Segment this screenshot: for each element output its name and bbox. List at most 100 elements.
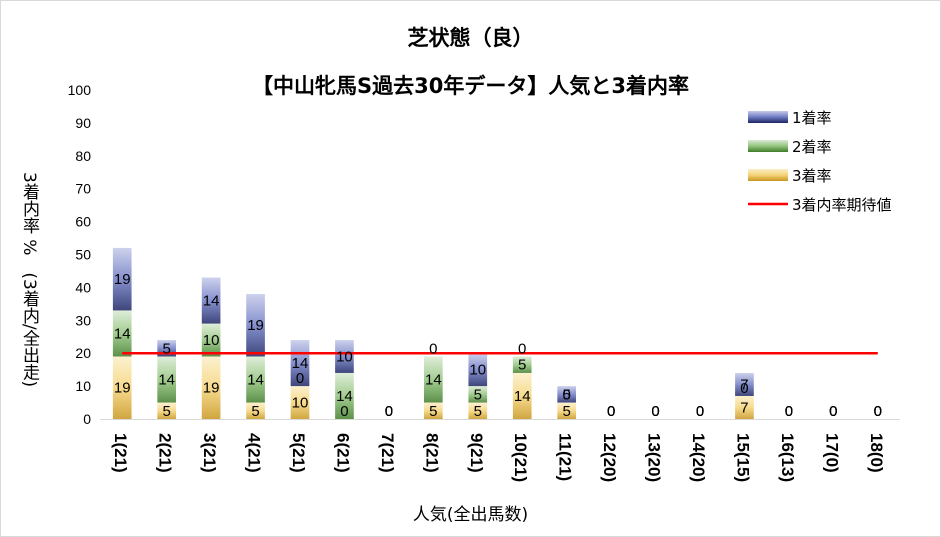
legend-label: 3着率	[792, 167, 832, 185]
x-tick-label: 7(21)	[378, 433, 397, 473]
data-label: 14	[292, 355, 309, 372]
bar-segment	[735, 372, 754, 396]
data-label: 19	[247, 317, 264, 334]
data-label: 0	[607, 403, 615, 420]
data-label: 5	[162, 403, 170, 420]
bar-segment	[335, 340, 354, 373]
data-label: 5	[562, 403, 570, 420]
y-tick-label: 20	[75, 345, 91, 361]
data-label: 19	[114, 271, 131, 288]
data-label: 0	[385, 403, 393, 420]
data-label: 10	[336, 348, 353, 365]
bar-segment	[468, 353, 488, 387]
data-label: 0	[651, 403, 659, 420]
bar-segment	[468, 402, 488, 419]
data-label: 0	[740, 380, 748, 397]
y-tick-label: 10	[75, 378, 91, 394]
data-label: 0	[829, 403, 837, 420]
y-tick-label: 40	[75, 279, 91, 295]
data-label: 10	[469, 362, 486, 379]
legend-label: 3着内率期待値	[792, 196, 892, 214]
x-tick-label: 8(21)	[422, 433, 441, 473]
y-tick-label: 100	[68, 82, 92, 98]
data-label: 14	[203, 293, 220, 310]
x-tick-label: 9(21)	[467, 433, 486, 473]
x-tick-label: 10(21)	[511, 433, 530, 482]
data-label: 0	[829, 403, 837, 420]
bar-segment	[201, 323, 221, 357]
data-label: 14	[514, 388, 531, 405]
data-label: 7	[740, 399, 748, 416]
bar-segment	[735, 395, 754, 419]
data-label: 19	[203, 380, 220, 397]
bar-segment	[201, 277, 221, 324]
data-label: 0	[429, 340, 437, 357]
y-tick-label: 70	[75, 181, 91, 197]
data-label: 5	[162, 340, 170, 357]
data-label: 0	[874, 403, 882, 420]
y-tick-label: 30	[75, 312, 91, 328]
bar-segment	[157, 402, 176, 419]
x-tick-label: 2(21)	[156, 433, 175, 473]
y-tick-label: 80	[75, 148, 91, 164]
chart-title: 芝状態（良）	[407, 26, 534, 50]
x-axis-label: 人気(全出馬数)	[412, 505, 529, 525]
y-tick-label: 60	[75, 214, 91, 230]
data-label: 0	[296, 370, 304, 387]
data-label: 0	[562, 387, 570, 404]
data-label: 0	[340, 403, 348, 420]
legend-label: 1着率	[792, 109, 832, 127]
x-tick-label: 3(21)	[200, 433, 219, 473]
bar-segment	[112, 310, 132, 357]
chart-subtitle: 【中山牝馬S過去30年データ】人気と3着内率	[252, 74, 689, 98]
x-tick-label: 16(13)	[778, 433, 797, 482]
x-tick-label: 11(21)	[556, 433, 575, 481]
legend-swatch	[748, 169, 788, 181]
legend-swatch	[748, 140, 788, 152]
data-label: 14	[336, 388, 353, 405]
bar-segment	[246, 293, 265, 357]
data-label: 5	[518, 357, 526, 374]
data-label: 19	[114, 380, 131, 397]
data-label: 10	[203, 332, 220, 349]
data-label: 0	[651, 403, 659, 420]
data-label: 5	[562, 386, 570, 403]
bar-segment	[512, 356, 532, 373]
data-label: 10	[292, 395, 309, 412]
data-label: 5	[429, 403, 437, 420]
y-axis-label: 3着内率 % (3着内/全出走)	[19, 172, 39, 388]
y-tick-label: 50	[75, 247, 91, 263]
data-label: 14	[425, 372, 442, 389]
data-label: 0	[518, 340, 526, 357]
x-tick-label: 5(21)	[289, 433, 308, 473]
bar-segment	[424, 402, 443, 419]
data-label: 0	[696, 403, 704, 420]
data-label: 0	[874, 403, 882, 420]
x-tick-label: 4(21)	[245, 433, 264, 473]
bar-segment	[290, 340, 310, 387]
data-label: 5	[474, 403, 482, 420]
data-label: 0	[785, 403, 793, 420]
bar-segment	[157, 356, 176, 403]
data-label: 0	[874, 403, 882, 420]
data-label: 0	[696, 403, 704, 420]
data-label: 0	[385, 403, 393, 420]
y-tick-label: 0	[83, 411, 91, 427]
data-label: 14	[114, 325, 131, 342]
data-label: 5	[251, 403, 259, 420]
data-label: 5	[474, 386, 482, 403]
data-label: 0	[785, 403, 793, 420]
x-tick-label: 15(15)	[733, 433, 752, 482]
bar-segment	[557, 386, 576, 403]
data-label: 0	[385, 403, 393, 420]
x-tick-label: 6(21)	[333, 433, 352, 473]
bar-segment	[512, 372, 532, 419]
x-tick-label: 13(20)	[645, 433, 664, 482]
bar-segment	[112, 356, 132, 419]
bar-segment	[335, 372, 354, 419]
bar-segment	[557, 402, 576, 419]
bar-segment	[290, 386, 310, 419]
x-tick-label: 1(21)	[111, 433, 130, 473]
data-label: 0	[696, 403, 704, 420]
